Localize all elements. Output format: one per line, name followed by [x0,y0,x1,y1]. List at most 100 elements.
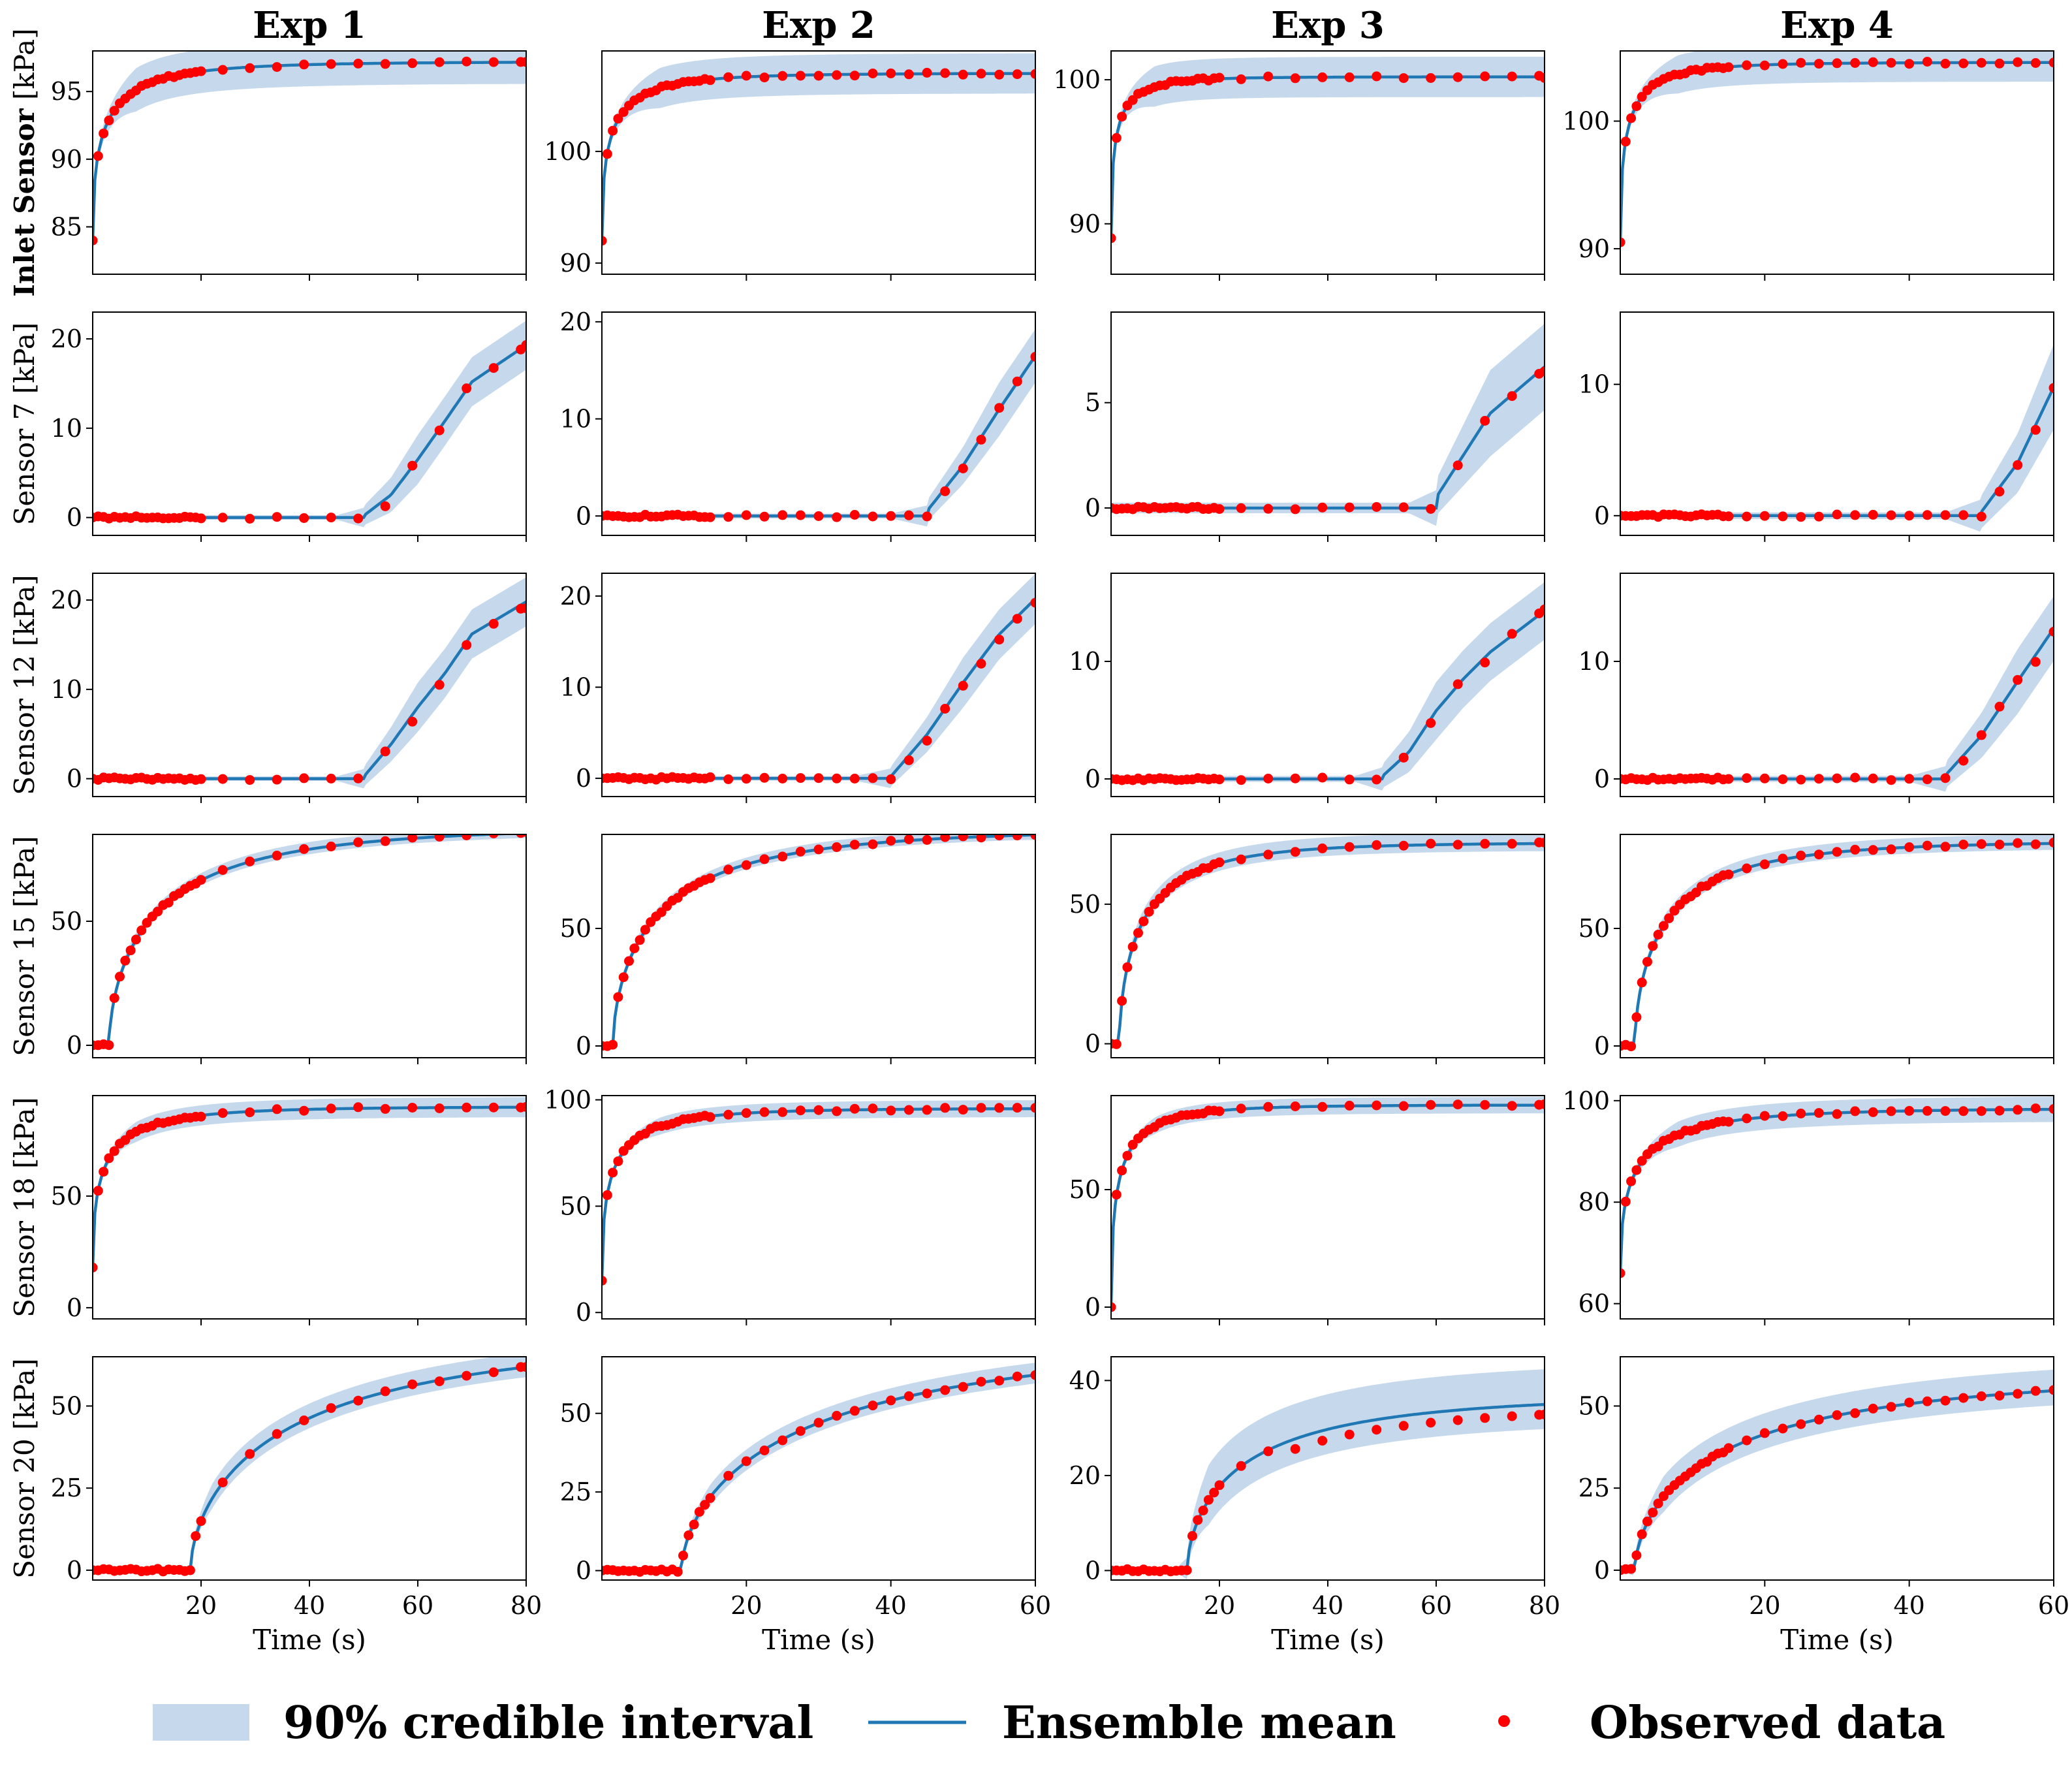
observed-point [1214,774,1225,785]
panel-0-3: 90 100 [1562,50,2054,281]
observed-point [1631,1165,1642,1175]
y-tick-label: 20 [51,324,82,353]
observed-point [1642,1516,1652,1527]
panel-plot-area [602,53,1035,246]
legend-observed-label: Observed data [1590,1697,1945,1749]
observed-point [976,69,986,79]
observed-point [272,512,282,522]
observed-point [217,65,228,75]
observed-point [832,1410,842,1421]
observed-point [1198,1506,1208,1515]
observed-point [353,773,364,783]
observed-point [922,511,932,522]
observed-point [521,1362,526,1372]
observed-point [1263,1101,1274,1112]
observed-point [1236,1461,1246,1471]
observed-point [272,62,282,72]
observed-point [1922,1105,1932,1116]
observed-point [759,72,770,83]
observed-point [868,511,878,522]
observed-point [2048,57,2054,68]
y-tick-label: 25 [1578,1474,1610,1502]
observed-point [1138,916,1149,926]
observed-point [1426,838,1436,849]
observed-point [1452,1100,1463,1110]
observed-point [1976,1106,1986,1116]
observed-point [99,1167,109,1177]
ensemble-mean-line [93,1365,526,1572]
observed-point [1778,1111,1788,1121]
panels: 8590959010090100901000102001020050100102… [51,50,2069,1656]
x-tick-label: 20 [1749,1591,1780,1620]
observed-point [1742,773,1752,783]
observed-point [272,850,282,861]
observed-point [1263,503,1274,514]
observed-point [1317,1101,1328,1112]
observed-point [1620,1565,1625,1575]
observed-point [849,510,860,520]
panel-frame [1110,1095,1545,1320]
y-tick-label: 25 [51,1474,82,1502]
y-tick-label: 100 [1562,1086,1610,1115]
observed-point [407,716,418,727]
observed-point [1372,502,1382,512]
x-tick-label: 60 [1421,1591,1452,1620]
observed-point [903,69,914,80]
observed-point [1539,366,1545,377]
observed-point [1620,136,1631,147]
observed-point [245,856,255,866]
observed-point [1723,1116,1734,1127]
panel-plot-area [1111,1097,1545,1312]
observed-point [1723,869,1734,879]
x-tick-label: 40 [1893,1591,1924,1620]
panel-plot-area [1620,596,2054,792]
observed-point [813,71,824,81]
observed-point [1620,1268,1625,1278]
observed-point [1796,57,1806,68]
observed-point [958,1382,968,1392]
observed-point [1922,774,1932,785]
observed-point [1904,1397,1915,1408]
credible-interval-band [1620,834,2054,1049]
observed-point [299,773,309,783]
observed-point [1958,58,1969,69]
observed-point [700,1500,710,1510]
observed-point [521,57,526,67]
observed-point [1236,74,1246,84]
observed-point [723,774,734,784]
observed-point [1868,57,1878,67]
credible-interval-band [1620,1096,2054,1276]
observed-point [1868,1403,1878,1414]
panel-0-2: 90 100 [1053,50,1545,281]
observed-point [602,1566,607,1575]
observed-point [2013,674,2023,685]
observed-point [1539,1409,1545,1419]
observed-point [380,1386,390,1397]
observed-point [1117,112,1127,122]
observed-point [2030,58,2041,68]
observed-point [903,834,914,844]
observed-point [1317,772,1328,783]
observed-point [326,842,336,851]
panel-plot-area [93,834,526,1051]
y-tick-label: 0 [576,764,591,793]
panel-frame [601,834,1036,1058]
observed-point [1236,854,1246,864]
panel-frame [1620,1356,2054,1581]
observed-point [1236,775,1246,785]
y-tick-label: 0 [67,1556,82,1585]
observed-point [1742,1113,1752,1124]
observed-point [1426,1417,1436,1428]
observed-point [1122,962,1133,972]
observed-point [1030,1370,1035,1380]
y-tick-label: 100 [1562,106,1610,135]
x-tick-label: 60 [402,1591,433,1620]
observed-point [741,774,751,784]
observed-point [683,1530,694,1540]
observed-point [326,1103,336,1114]
row-label-name: Sensor 20 [8,1438,40,1578]
observed-point [1904,842,1915,852]
panel-2-2: 0 10 [1069,573,1545,803]
observed-point [1111,1565,1116,1575]
observed-point [1426,504,1436,514]
